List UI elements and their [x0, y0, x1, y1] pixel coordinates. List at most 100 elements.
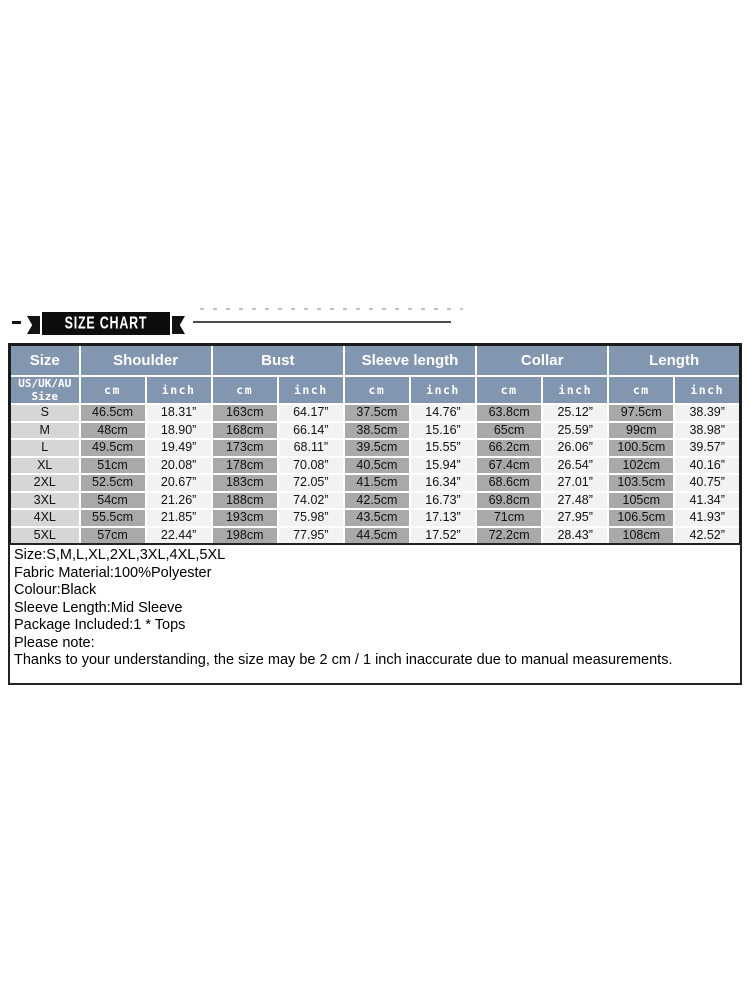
col-group-size: Size	[8, 343, 80, 376]
cm-value-cell: 103.5cm	[607, 473, 675, 492]
col-group-collar: Collar	[475, 343, 609, 376]
inch-value-cell: 17.13”	[408, 508, 477, 527]
cm-value-cell: 178cm	[210, 455, 278, 475]
inch-value-cell: 20.08”	[144, 455, 212, 475]
unit-header-row: US/UK/AU Size cm inch cm inch cm inch cm…	[8, 374, 741, 405]
inch-value-cell: 22.44”	[144, 525, 212, 545]
cm-value-cell: 193cm	[210, 508, 278, 527]
size-chart-table: Size Shoulder Bust Sleeve length Collar …	[8, 343, 742, 547]
subheader-shoulder-inch: inch	[144, 374, 212, 405]
inch-value-cell: 64.17”	[276, 403, 344, 422]
banner-dotted-line	[200, 308, 463, 310]
cm-value-cell: 41.5cm	[342, 473, 410, 492]
size-chart-ribbon: SIZE CHART	[42, 312, 170, 335]
inch-value-cell: 41.34”	[673, 490, 741, 510]
inch-value-cell: 75.98”	[276, 508, 344, 527]
size-chart-table-header: Size Shoulder Bust Sleeve length Collar …	[8, 343, 741, 405]
cm-value-cell: 100.5cm	[607, 438, 675, 457]
table-row: 2XL 52.5cm 20.67” 183cm 72.05” 41.5cm 16.34” 68…	[8, 473, 741, 492]
inch-value-cell: 40.75”	[673, 473, 741, 492]
banner-title: SIZE CHART	[64, 313, 148, 333]
inch-value-cell: 40.16”	[673, 455, 741, 475]
inch-value-cell: 77.95”	[276, 525, 344, 545]
size-cell: L	[8, 438, 80, 457]
inch-value-cell: 72.05”	[276, 473, 344, 492]
subheader-length-cm: cm	[607, 374, 675, 405]
inch-value-cell: 38.98”	[673, 420, 741, 440]
cm-value-cell: 54cm	[78, 490, 146, 510]
cm-value-cell: 67.4cm	[475, 455, 543, 475]
cm-value-cell: 102cm	[607, 455, 675, 475]
table-row: 4XL 55.5cm 21.85” 193cm 75.98” 43.5cm 17.13” 71…	[8, 508, 741, 527]
cm-value-cell: 97.5cm	[607, 403, 675, 422]
inch-value-cell: 74.02”	[276, 490, 344, 510]
cm-value-cell: 44.5cm	[342, 525, 410, 545]
col-group-shoulder: Shoulder	[78, 343, 212, 376]
group-header-row: Size Shoulder Bust Sleeve length Collar …	[8, 343, 741, 376]
cm-value-cell: 49.5cm	[78, 438, 146, 457]
subheader-shoulder-cm: cm	[78, 374, 146, 405]
cm-value-cell: 168cm	[210, 420, 278, 440]
cm-value-cell: 99cm	[607, 420, 675, 440]
inch-value-cell: 18.90”	[144, 420, 212, 440]
inch-value-cell: 21.85”	[144, 508, 212, 527]
subheader-sleeve-inch: inch	[408, 374, 477, 405]
inch-value-cell: 15.55”	[408, 438, 477, 457]
subheader-size-system: US/UK/AU Size	[8, 374, 80, 405]
banner-rule-line	[193, 321, 451, 323]
cm-value-cell: 37.5cm	[342, 403, 410, 422]
size-cell: 3XL	[8, 490, 80, 510]
cm-value-cell: 106.5cm	[607, 508, 675, 527]
col-group-length: Length	[607, 343, 741, 376]
inch-value-cell: 38.39”	[673, 403, 741, 422]
cm-value-cell: 188cm	[210, 490, 278, 510]
subheader-sleeve-cm: cm	[342, 374, 410, 405]
cm-value-cell: 65cm	[475, 420, 543, 440]
cm-value-cell: 108cm	[607, 525, 675, 545]
subheader-length-inch: inch	[673, 374, 741, 405]
cm-value-cell: 68.6cm	[475, 473, 543, 492]
cm-value-cell: 163cm	[210, 403, 278, 422]
inch-value-cell: 17.52”	[408, 525, 477, 545]
detail-line: Fabric Material:100%Polyester	[14, 564, 212, 581]
cm-value-cell: 173cm	[210, 438, 278, 457]
inch-value-cell: 27.48”	[541, 490, 609, 510]
inch-value-cell: 19.49”	[144, 438, 212, 457]
cm-value-cell: 40.5cm	[342, 455, 410, 475]
inch-value-cell: 28.43”	[541, 525, 609, 545]
detail-line: Colour:Black	[14, 582, 97, 598]
inch-value-cell: 15.16”	[408, 420, 477, 440]
inch-value-cell: 42.52”	[673, 525, 741, 545]
size-cell: XL	[8, 455, 80, 475]
table-row: 5XL 57cm 22.44” 198cm 77.95” 44.5cm 17.52” 72.2…	[8, 525, 741, 545]
detail-line: Size:S,M,L,XL,2XL,3XL,4XL,5XL	[14, 547, 226, 563]
cm-value-cell: 38.5cm	[342, 420, 410, 440]
inch-value-cell: 25.59”	[541, 420, 609, 440]
inch-value-cell: 16.34”	[408, 473, 477, 492]
banner-row: SIZE CHART	[0, 308, 750, 340]
size-cell: 5XL	[8, 525, 80, 545]
table-row: L 49.5cm 19.49” 173cm 68.11” 39.5cm 15.55” 66.2…	[8, 438, 741, 457]
product-details: Size:S,M,L,XL,2XL,3XL,4XL,5XL Fabric Mate…	[8, 543, 742, 685]
inch-value-cell: 15.94”	[408, 455, 477, 475]
table-row: M 48cm 18.90” 168cm 66.14” 38.5cm 15.16” 65cm 25…	[8, 420, 741, 440]
cm-value-cell: 39.5cm	[342, 438, 410, 457]
size-chart-table-body: S 46.5cm 18.31” 163cm 64.17” 37.5cm 14.76” 63.8…	[8, 403, 741, 545]
subheader-collar-inch: inch	[541, 374, 609, 405]
inch-value-cell: 21.26”	[144, 490, 212, 510]
cm-value-cell: 69.8cm	[475, 490, 543, 510]
inch-value-cell: 26.06”	[541, 438, 609, 457]
detail-line: Package Included:1 * Tops	[14, 617, 186, 633]
size-cell: 2XL	[8, 473, 80, 492]
table-row: S 46.5cm 18.31” 163cm 64.17” 37.5cm 14.76” 63.8…	[8, 403, 741, 422]
cm-value-cell: 66.2cm	[475, 438, 543, 457]
inch-value-cell: 27.01”	[541, 473, 609, 492]
detail-line: Please note:	[14, 634, 95, 651]
inch-value-cell: 26.54”	[541, 455, 609, 475]
detail-line: Sleeve Length:Mid Sleeve	[14, 599, 183, 616]
cm-value-cell: 46.5cm	[78, 403, 146, 422]
table-row: XL 51cm 20.08” 178cm 70.08” 40.5cm 15.94” 67.4c…	[8, 455, 741, 475]
cm-value-cell: 71cm	[475, 508, 543, 527]
detail-line: Thanks to your understanding, the size m…	[14, 652, 673, 668]
